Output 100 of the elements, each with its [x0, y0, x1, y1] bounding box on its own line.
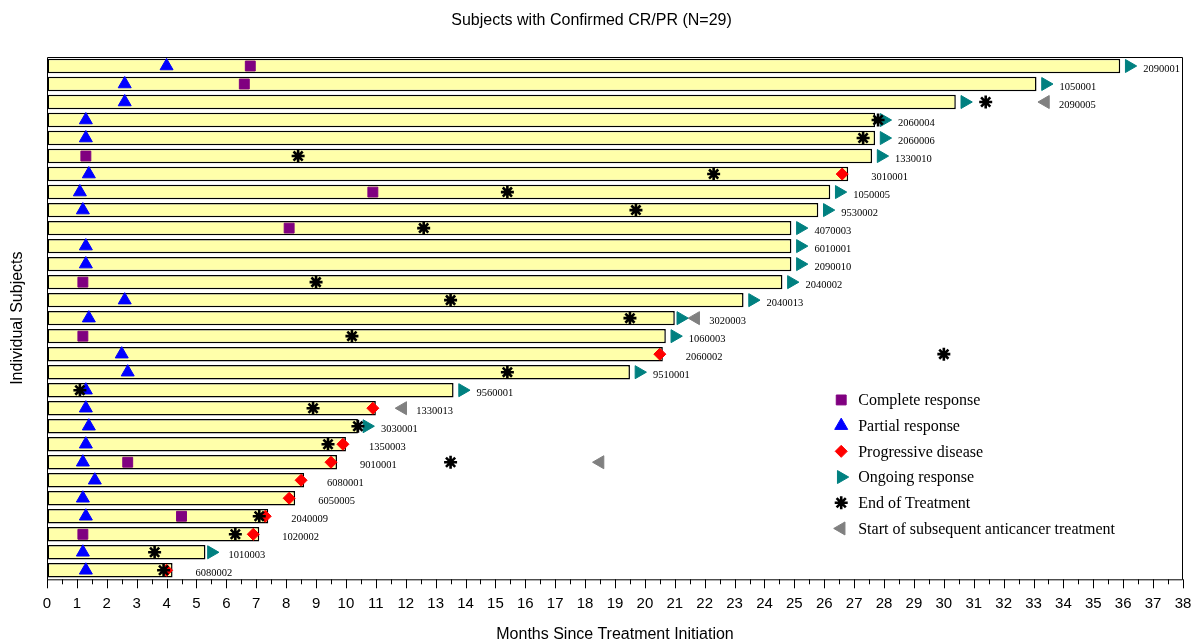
- point: [705, 166, 722, 182]
- point: [80, 150, 92, 162]
- y-tick-label: 1050005: [853, 188, 890, 200]
- point: [676, 311, 689, 326]
- x-tick-label: 23: [726, 594, 743, 612]
- x-tick-label: 26: [815, 594, 833, 612]
- x-tick-label: 25: [786, 594, 803, 612]
- point: [366, 401, 380, 415]
- y-tick-label: 9010001: [359, 458, 397, 470]
- point: [336, 437, 350, 451]
- y-tick-label: 6080001: [327, 476, 364, 488]
- point: [87, 472, 102, 485]
- point: [367, 186, 379, 198]
- point: [78, 112, 93, 125]
- x-tick-label: 38: [1174, 594, 1192, 612]
- y-tick-label: 2060004: [898, 116, 936, 128]
- x-tick-label: 37: [1144, 594, 1162, 612]
- x-tick-label: 34: [1055, 594, 1072, 612]
- point: [81, 310, 96, 323]
- x-tick-label: 14: [457, 594, 474, 612]
- x-tick-label: 22: [696, 594, 714, 612]
- point: [77, 528, 89, 540]
- x-tick-label: 24: [756, 594, 773, 612]
- x-tick-label: 16: [516, 594, 534, 612]
- x-tick-label: 33: [1025, 594, 1042, 612]
- point: [442, 292, 459, 308]
- y-tick-label: 9530002: [841, 206, 879, 218]
- legend-label: Partial response: [858, 416, 960, 435]
- point: [78, 256, 93, 269]
- point: [159, 58, 174, 71]
- point: [72, 184, 87, 197]
- point: [75, 490, 90, 503]
- point: [120, 364, 135, 377]
- point: [1041, 77, 1054, 92]
- y-tick-label: 1010003: [228, 549, 266, 561]
- point: [960, 95, 973, 110]
- point: [77, 330, 89, 342]
- x-tick-label: 32: [995, 594, 1012, 612]
- point: [81, 418, 96, 431]
- y-tick-label: 9510001: [652, 368, 690, 380]
- point: [823, 203, 836, 218]
- point: [114, 346, 129, 359]
- x-tick-label: 9: [311, 594, 321, 612]
- point: [870, 112, 886, 128]
- point: [75, 202, 90, 215]
- point: [499, 364, 516, 380]
- y-tick-label: 2090010: [814, 260, 852, 272]
- point: [748, 293, 761, 308]
- x-tick-label: 18: [576, 594, 594, 612]
- y-tick-label: 2040013: [766, 296, 804, 308]
- x-tick-label: 20: [636, 594, 654, 612]
- legend-label: Ongoing response: [858, 468, 975, 487]
- point: [78, 508, 93, 521]
- y-tick-label: 2060006: [898, 134, 935, 146]
- point: [77, 276, 89, 288]
- point: [246, 527, 260, 541]
- point: [628, 202, 644, 218]
- x-tick-label: 6: [222, 594, 231, 612]
- y-tick-label: 6080002: [195, 567, 233, 579]
- x-axis-title: Months Since Treatment Initiation: [496, 624, 734, 642]
- point: [835, 167, 849, 181]
- x-tick-label: 36: [1114, 594, 1132, 612]
- x-tick-label: 27: [845, 594, 863, 612]
- chart-title: Subjects with Confirmed CR/PR (N=29): [451, 10, 732, 28]
- x-tick-label: 28: [875, 594, 893, 612]
- point: [81, 166, 96, 179]
- y-tick-label: 1050001: [1059, 80, 1097, 92]
- y-tick-label: 1330010: [895, 152, 932, 164]
- x-tick-label: 1: [72, 594, 82, 612]
- point: [977, 94, 994, 110]
- point: [78, 130, 93, 143]
- point: [78, 562, 93, 575]
- point: [78, 238, 93, 251]
- x-tick-label: 10: [337, 594, 355, 612]
- legend-label: End of Treatment: [858, 493, 971, 511]
- point: [350, 418, 366, 435]
- point: [117, 94, 132, 107]
- y-axis-title: Individual Subjects: [7, 251, 25, 385]
- x-tick-label: 31: [965, 594, 983, 612]
- point: [499, 184, 516, 200]
- y-tick-label: 2090001: [1143, 62, 1180, 74]
- y-tick-label: 2040002: [805, 278, 843, 290]
- point: [834, 185, 848, 200]
- x-tick-label: 11: [368, 594, 384, 612]
- y-tick-label: 2060002: [685, 350, 723, 362]
- y-tick-label: 1020002: [282, 531, 319, 543]
- point: [324, 455, 338, 469]
- y-tick-label: 2040009: [291, 513, 328, 525]
- point: [122, 456, 134, 468]
- y-tick-label: 1330013: [416, 404, 453, 416]
- x-tick-label: 15: [487, 594, 504, 612]
- point: [622, 310, 638, 326]
- x-tick-label: 0: [42, 594, 52, 612]
- point: [796, 239, 809, 254]
- point: [308, 274, 324, 290]
- point: [876, 149, 890, 164]
- point: [72, 382, 88, 398]
- point: [415, 220, 432, 236]
- y-tick-label: 2090005: [1058, 98, 1096, 110]
- point: [653, 347, 667, 361]
